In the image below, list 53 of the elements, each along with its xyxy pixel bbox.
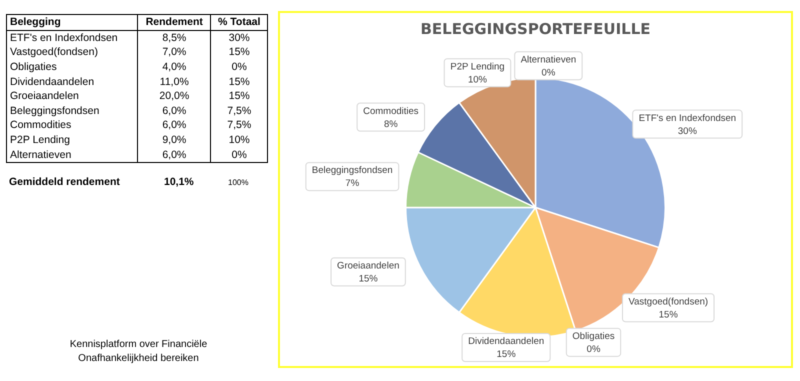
- slice-label: P2P Lending: [450, 61, 505, 72]
- slice-label: Commodities: [363, 106, 419, 117]
- text: % Totaal: [210, 14, 268, 30]
- data-label: 6,0%: [138, 104, 211, 118]
- data-label: 7,5%: [210, 118, 268, 133]
- data-label: 8,5%: [138, 30, 211, 46]
- data-label: 15%: [358, 273, 378, 284]
- text: 100%: [228, 178, 248, 187]
- data-label: 7%: [345, 178, 360, 190]
- slice-label: ETF's en Indexfondsen: [638, 112, 736, 124]
- slice-label: Beleggingsfondsen: [312, 165, 393, 176]
- data-label: 11,0%: [138, 74, 211, 89]
- data-label: 15%: [496, 349, 516, 360]
- data-label: 9,0%: [138, 132, 211, 148]
- category-label: Groeiaandelen: [6, 88, 138, 104]
- text: 10,1%: [164, 176, 194, 188]
- category-label: Obligaties: [6, 60, 138, 74]
- data-label: 15%: [210, 45, 268, 60]
- data-label: 8%: [384, 118, 398, 130]
- category-label: Dividendaandelen: [6, 74, 138, 89]
- chart-title: BELEGGINGSPORTEFEUILLE: [420, 20, 651, 38]
- data-label: 7,5%: [210, 104, 268, 118]
- category-label: Alternatieven: [6, 147, 138, 162]
- data-label: 15%: [658, 309, 678, 320]
- category-label: Beleggingsfondsen: [6, 104, 138, 118]
- data-label: 7,0%: [138, 45, 211, 60]
- data-label: 10%: [468, 74, 488, 86]
- category-label: Obligaties: [572, 330, 615, 342]
- data-label: 10%: [210, 132, 268, 148]
- text: 0%: [586, 344, 600, 355]
- data-label: 15%: [210, 88, 268, 104]
- data-label: 0%: [210, 147, 268, 162]
- text: Belegging: [6, 14, 138, 30]
- category-label: P2P Lending: [6, 132, 138, 148]
- text: Kennisplatform over Financiële Onafhankelijkheid bereiken: [68, 338, 208, 366]
- data-label: 30%: [678, 126, 698, 137]
- category-label: Commodities: [6, 118, 138, 133]
- category-label: ETF's en Indexfondsen: [6, 30, 138, 46]
- slice-label: Vastgoed(fondsen): [628, 296, 708, 308]
- data-label: 6,0%: [138, 118, 211, 133]
- text: 0%: [542, 67, 556, 78]
- data-label: 15%: [210, 74, 268, 89]
- data-label: 20,0%: [138, 88, 211, 104]
- slice-label: Dividendaandelen: [468, 336, 544, 348]
- data-label: 30%: [210, 30, 268, 46]
- category-label: Alternatieven: [520, 54, 576, 66]
- data-label: 4,0%: [138, 60, 211, 74]
- data-label: 0%: [210, 60, 268, 74]
- category-label: Vastgoed(fondsen): [6, 45, 138, 60]
- slice-label: Groeiaandelen: [337, 260, 400, 272]
- data-label: 6,0%: [138, 147, 211, 162]
- text: Rendement: [138, 14, 211, 30]
- text: Gemiddeld rendement: [9, 176, 120, 188]
